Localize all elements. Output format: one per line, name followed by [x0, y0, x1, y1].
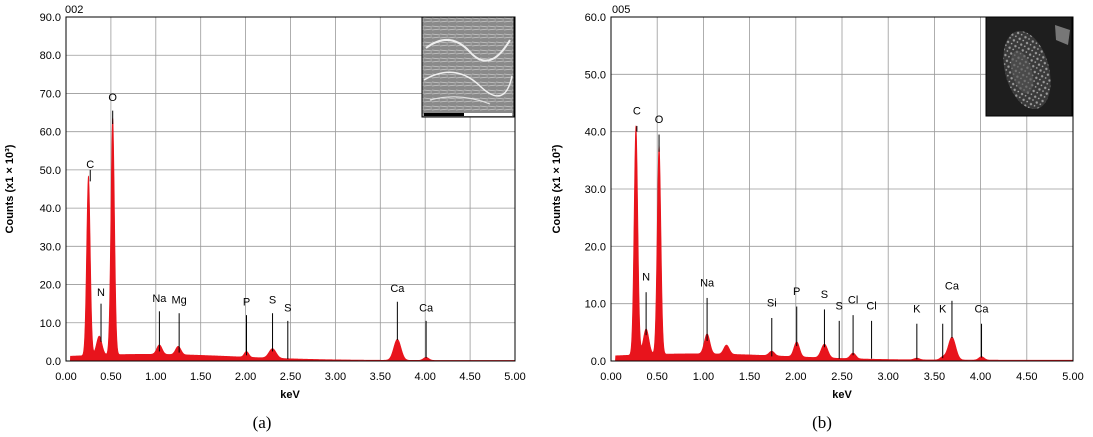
spectrum-id: 002 — [65, 4, 83, 16]
y-tick-label: 50.0 — [585, 69, 606, 81]
y-tick-label: 20.0 — [585, 241, 606, 253]
x-tick-label: 0.50 — [100, 371, 121, 383]
x-tick-label: 1.00 — [145, 371, 166, 383]
y-tick-labels: 0.0 10.0 20.0 30.0 40.0 50.0 60.0 70.0 80.0 90.0 — [40, 12, 61, 368]
y-tick-label: 60.0 — [585, 12, 606, 24]
x-tick-label: 3.50 — [924, 371, 945, 383]
peak-label: N — [642, 272, 650, 284]
x-tick-label: 4.00 — [970, 371, 991, 383]
x-tick-label: 5.00 — [504, 371, 525, 383]
plot-frame — [610, 16, 1074, 362]
x-tick-label: 2.50 — [280, 371, 301, 383]
peak-label: S — [269, 295, 276, 307]
plot-frame — [65, 16, 516, 362]
peak-label: S — [836, 300, 843, 312]
panel-label-b: (b) — [812, 413, 832, 432]
peak-label: P — [793, 286, 800, 298]
peak-label: Si — [767, 298, 777, 310]
y-tick-label: 80.0 — [40, 50, 61, 62]
spectrum-area — [611, 125, 1074, 362]
x-tick-label: 3.00 — [325, 371, 346, 383]
peak-label: K — [939, 303, 947, 315]
peak-label: Na — [152, 293, 167, 305]
x-tick-label: 0.00 — [600, 371, 621, 383]
y-tick-label: 60.0 — [40, 127, 61, 139]
y-axis-label: Counts (x1 × 10³) — [4, 144, 16, 233]
x-tick-labels: 0.00 0.50 1.00 1.50 2.00 2.50 3.00 3.50 4.00 4.50… — [600, 371, 1083, 383]
peak-label: Ca — [419, 302, 434, 314]
spectrum-series — [611, 125, 1074, 362]
peak-label: C — [86, 159, 94, 171]
x-tick-label: 4.00 — [414, 371, 435, 383]
peak-label: O — [655, 114, 664, 126]
peak-label: K — [913, 303, 921, 315]
x-tick-label: 1.50 — [739, 371, 760, 383]
x-tick-label: 4.50 — [1016, 371, 1037, 383]
peak-label: Mg — [172, 295, 187, 307]
spectrum-id: 005 — [612, 4, 630, 16]
panel-label-a: (a) — [253, 413, 272, 432]
y-tick-label: 0.0 — [46, 356, 61, 368]
y-tick-label: 30.0 — [40, 241, 61, 253]
y-tick-label: 40.0 — [40, 203, 61, 215]
peak-label: C — [633, 105, 641, 117]
y-axis-label: Counts (x1 × 10³) — [551, 144, 563, 233]
peak-label: Cl — [866, 300, 876, 312]
inset-sem-micrograph — [421, 16, 515, 118]
x-tick-label: 3.00 — [877, 371, 898, 383]
x-tick-label: 3.50 — [370, 371, 391, 383]
y-tick-label: 40.0 — [585, 127, 606, 139]
x-tick-label: 5.00 — [1062, 371, 1083, 383]
y-tick-label: 10.0 — [585, 299, 606, 311]
peak-label: Ca — [974, 303, 989, 315]
peak-annotations: C O N Na Mg P SS Ca Ca — [86, 92, 434, 360]
peak-label: P — [243, 297, 250, 309]
x-tick-label: 2.00 — [235, 371, 256, 383]
y-tick-label: 10.0 — [40, 318, 61, 330]
peak-label: N — [97, 287, 105, 299]
peak-label: Ca — [945, 280, 960, 292]
y-tick-label: 50.0 — [40, 165, 61, 177]
x-axis-label: keV — [280, 389, 300, 401]
x-tick-label: 0.00 — [55, 371, 76, 383]
x-tick-label: 2.00 — [785, 371, 806, 383]
x-tick-label: 1.00 — [693, 371, 714, 383]
x-axis-label: keV — [832, 389, 852, 401]
peak-annotations: C O N Na Si P SS Cl Cl K K Ca Ca — [633, 105, 989, 360]
y-tick-label: 70.0 — [40, 88, 61, 100]
y-tick-label: 90.0 — [40, 12, 61, 24]
inset-sem-micrograph — [985, 16, 1073, 117]
peak-label: S — [284, 302, 291, 314]
y-tick-label: 20.0 — [40, 280, 61, 292]
spectrum-series — [66, 117, 516, 362]
x-tick-label: 4.50 — [459, 371, 480, 383]
x-tick-labels: 0.00 0.50 1.00 1.50 2.00 2.50 3.00 3.50 4.00 4.50… — [55, 371, 525, 383]
x-tick-label: 1.50 — [190, 371, 211, 383]
peak-label: S — [821, 289, 828, 301]
y-tick-label: 0.0 — [591, 356, 606, 368]
peak-label: O — [108, 92, 117, 104]
y-tick-label: 30.0 — [585, 184, 606, 196]
panel-b: 005 C O N Na Si P SS Cl Cl K K Ca Ca 0.0 10.0 20.0 30.0… — [551, 4, 1084, 432]
spectrum-area — [66, 117, 516, 362]
peak-label: Ca — [390, 283, 405, 295]
x-tick-label: 2.50 — [831, 371, 852, 383]
peak-label: Cl — [848, 295, 858, 307]
panel-a: 002 C O N Na Mg P SS Ca Ca 0.0 10.0 20.0 30.0 40.0 50… — [4, 4, 526, 432]
x-tick-label: 0.50 — [646, 371, 667, 383]
peak-label: Na — [700, 277, 715, 289]
y-tick-labels: 0.0 10.0 20.0 30.0 40.0 50.0 60.0 — [585, 12, 606, 368]
